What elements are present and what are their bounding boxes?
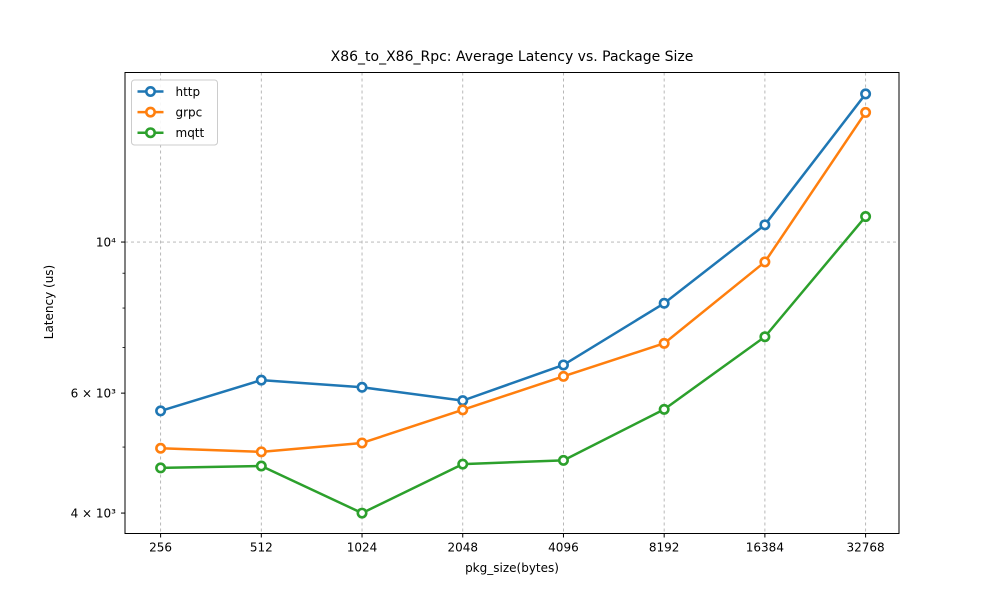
x-tick-label-2048: 2048 xyxy=(447,541,478,555)
data-point-grpc-4096 xyxy=(557,370,569,382)
data-point-http-8192 xyxy=(658,297,670,309)
data-point-grpc-256 xyxy=(155,442,167,454)
series-line-http xyxy=(159,92,867,413)
data-point-mqtt-2048 xyxy=(457,458,469,470)
plot-frame xyxy=(124,72,900,534)
x-tick-label-4096: 4096 xyxy=(548,541,579,555)
x-tick-label-1024: 1024 xyxy=(347,541,378,555)
data-point-mqtt-512 xyxy=(255,460,267,472)
x-tick-label-256: 256 xyxy=(149,541,172,555)
data-point-mqtt-1024 xyxy=(356,507,368,519)
data-point-http-16384 xyxy=(759,219,771,231)
data-point-http-4096 xyxy=(557,359,569,371)
x-tick-label-32768: 32768 xyxy=(847,541,885,555)
y-tick-label-6000: 6 × 10³ xyxy=(71,387,117,401)
series-line-grpc xyxy=(159,111,867,454)
x-axis-label: pkg_size(bytes) xyxy=(465,561,559,575)
data-point-http-512 xyxy=(255,374,267,386)
x-tick-label-512: 512 xyxy=(250,541,273,555)
data-point-http-2048 xyxy=(457,395,469,407)
y-tick-label-10000: 10⁴ xyxy=(96,236,116,250)
data-point-http-256 xyxy=(155,405,167,417)
data-point-mqtt-4096 xyxy=(557,454,569,466)
data-point-mqtt-16384 xyxy=(759,331,771,343)
data-point-mqtt-8192 xyxy=(658,403,670,415)
legend-label-mqtt: mqtt xyxy=(176,126,205,140)
data-point-http-32768 xyxy=(860,88,872,100)
legend-label-grpc: grpc xyxy=(176,106,203,120)
data-point-grpc-8192 xyxy=(658,337,670,349)
data-point-grpc-2048 xyxy=(457,404,469,416)
y-tick-label-4000: 4 × 10³ xyxy=(71,507,117,521)
legend-marker-http xyxy=(145,86,157,98)
data-point-grpc-16384 xyxy=(759,256,771,268)
chart-title: X86_to_X86_Rpc: Average Latency vs. Pack… xyxy=(330,49,694,65)
data-point-grpc-32768 xyxy=(860,106,872,118)
data-point-grpc-512 xyxy=(255,446,267,458)
data-point-http-1024 xyxy=(356,381,368,393)
data-point-grpc-1024 xyxy=(356,437,368,449)
y-axis-label: Latency (us) xyxy=(42,264,56,340)
legend-marker-grpc xyxy=(145,106,157,118)
legend-label-http: http xyxy=(176,85,201,99)
series-line-mqtt xyxy=(159,215,867,515)
data-point-mqtt-256 xyxy=(155,462,167,474)
data-point-mqtt-32768 xyxy=(860,211,872,223)
x-tick-label-16384: 16384 xyxy=(746,541,784,555)
x-tick-label-8192: 8192 xyxy=(649,541,680,555)
legend-marker-mqtt xyxy=(145,127,157,139)
